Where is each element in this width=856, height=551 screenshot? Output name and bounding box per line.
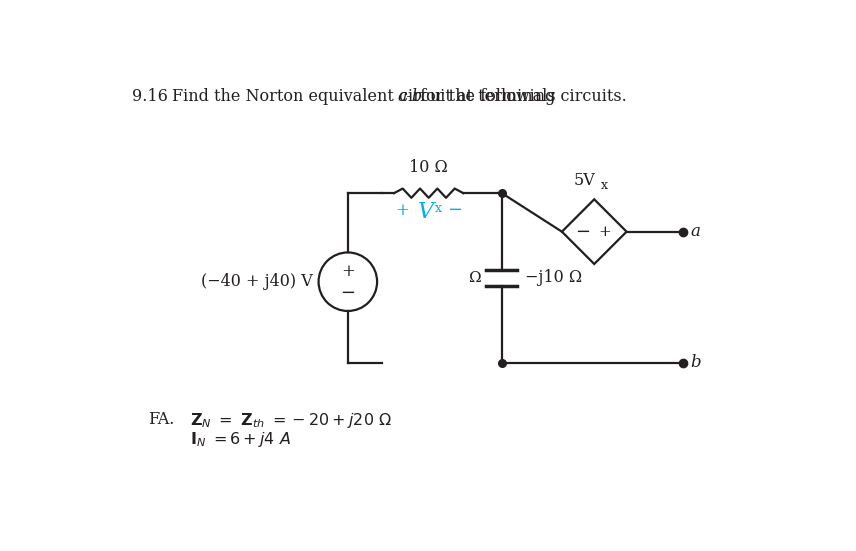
Text: x: x bbox=[435, 202, 442, 215]
Text: x: x bbox=[600, 179, 608, 192]
Text: a-b: a-b bbox=[398, 88, 423, 105]
Text: $\mathbf{I}_{N}$ $= 6 + j4\ A$: $\mathbf{I}_{N}$ $= 6 + j4\ A$ bbox=[190, 430, 291, 449]
Text: b: b bbox=[691, 354, 701, 371]
Text: V: V bbox=[418, 202, 434, 223]
Text: −: − bbox=[447, 201, 461, 219]
Text: for the following circuits.: for the following circuits. bbox=[415, 88, 627, 105]
Text: Find the Norton equivalent circuit at terminals: Find the Norton equivalent circuit at te… bbox=[172, 88, 561, 105]
Text: 10 Ω: 10 Ω bbox=[409, 159, 448, 176]
Text: −: − bbox=[341, 284, 355, 302]
Text: +: + bbox=[395, 202, 409, 219]
Text: −j10 Ω: −j10 Ω bbox=[525, 269, 582, 287]
Text: +: + bbox=[597, 225, 610, 239]
Text: a: a bbox=[691, 223, 700, 240]
Text: −: − bbox=[575, 223, 591, 241]
Text: (−40 + j40) V: (−40 + j40) V bbox=[200, 273, 312, 290]
Text: $\mathbf{Z}_{N}$ $=$ $\mathbf{Z}_{th}$ $= -20 + j20\ \Omega$: $\mathbf{Z}_{N}$ $=$ $\mathbf{Z}_{th}$ $… bbox=[190, 411, 392, 430]
Text: +: + bbox=[341, 263, 354, 280]
Text: FA.: FA. bbox=[147, 411, 174, 428]
Text: Ω: Ω bbox=[468, 271, 481, 285]
Text: 9.16: 9.16 bbox=[132, 88, 168, 105]
Text: 5V: 5V bbox=[574, 171, 596, 188]
